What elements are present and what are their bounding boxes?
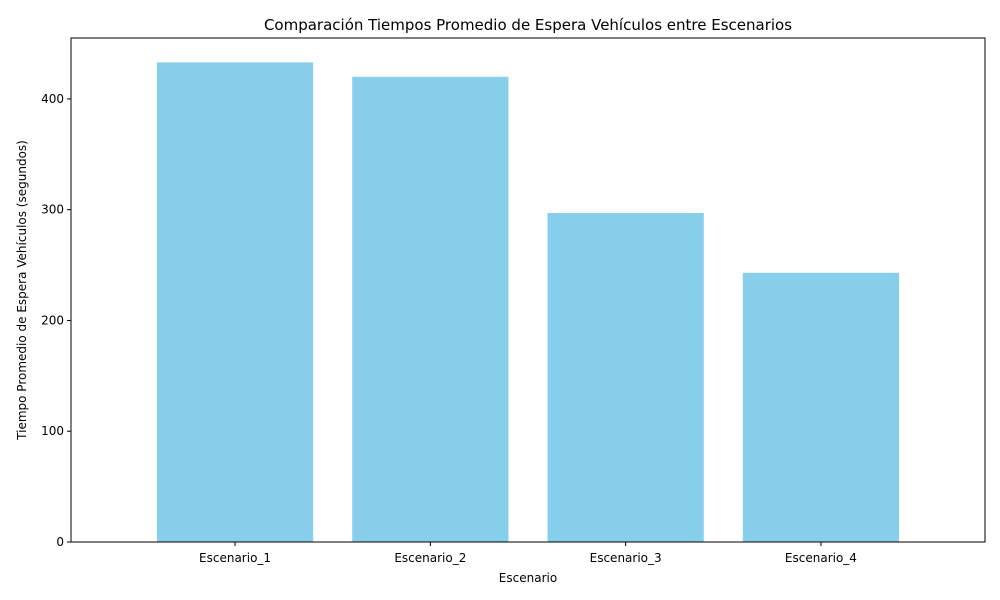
y-tick-label: 300 (41, 203, 64, 217)
bar-escenario-3 (547, 213, 704, 542)
bar-escenario-4 (742, 272, 900, 542)
x-tick-label: Escenario_1 (199, 551, 271, 565)
y-axis-title: Tiempo Promedio de Espera Vehículos (seg… (15, 140, 29, 441)
y-tick-label: 200 (41, 313, 64, 327)
bar-escenario-2 (352, 76, 509, 543)
y-tick-label: 100 (41, 424, 64, 438)
chart-title: Comparación Tiempos Promedio de Espera V… (264, 16, 792, 34)
axes-layer: 0 100 200 300 400 Escenario_1 Escenario_2 Escen… (41, 37, 986, 565)
bar-escenario-1 (156, 62, 314, 542)
bars-layer (156, 62, 900, 543)
x-tick-label: Escenario_3 (590, 551, 662, 565)
x-tick-label: Escenario_4 (785, 551, 857, 565)
y-tick-label: 400 (41, 92, 64, 106)
x-axis-title: Escenario (499, 571, 557, 585)
x-tick-label: Escenario_2 (394, 551, 466, 565)
y-tick-label: 0 (56, 535, 64, 549)
plot-frame (70, 37, 986, 543)
